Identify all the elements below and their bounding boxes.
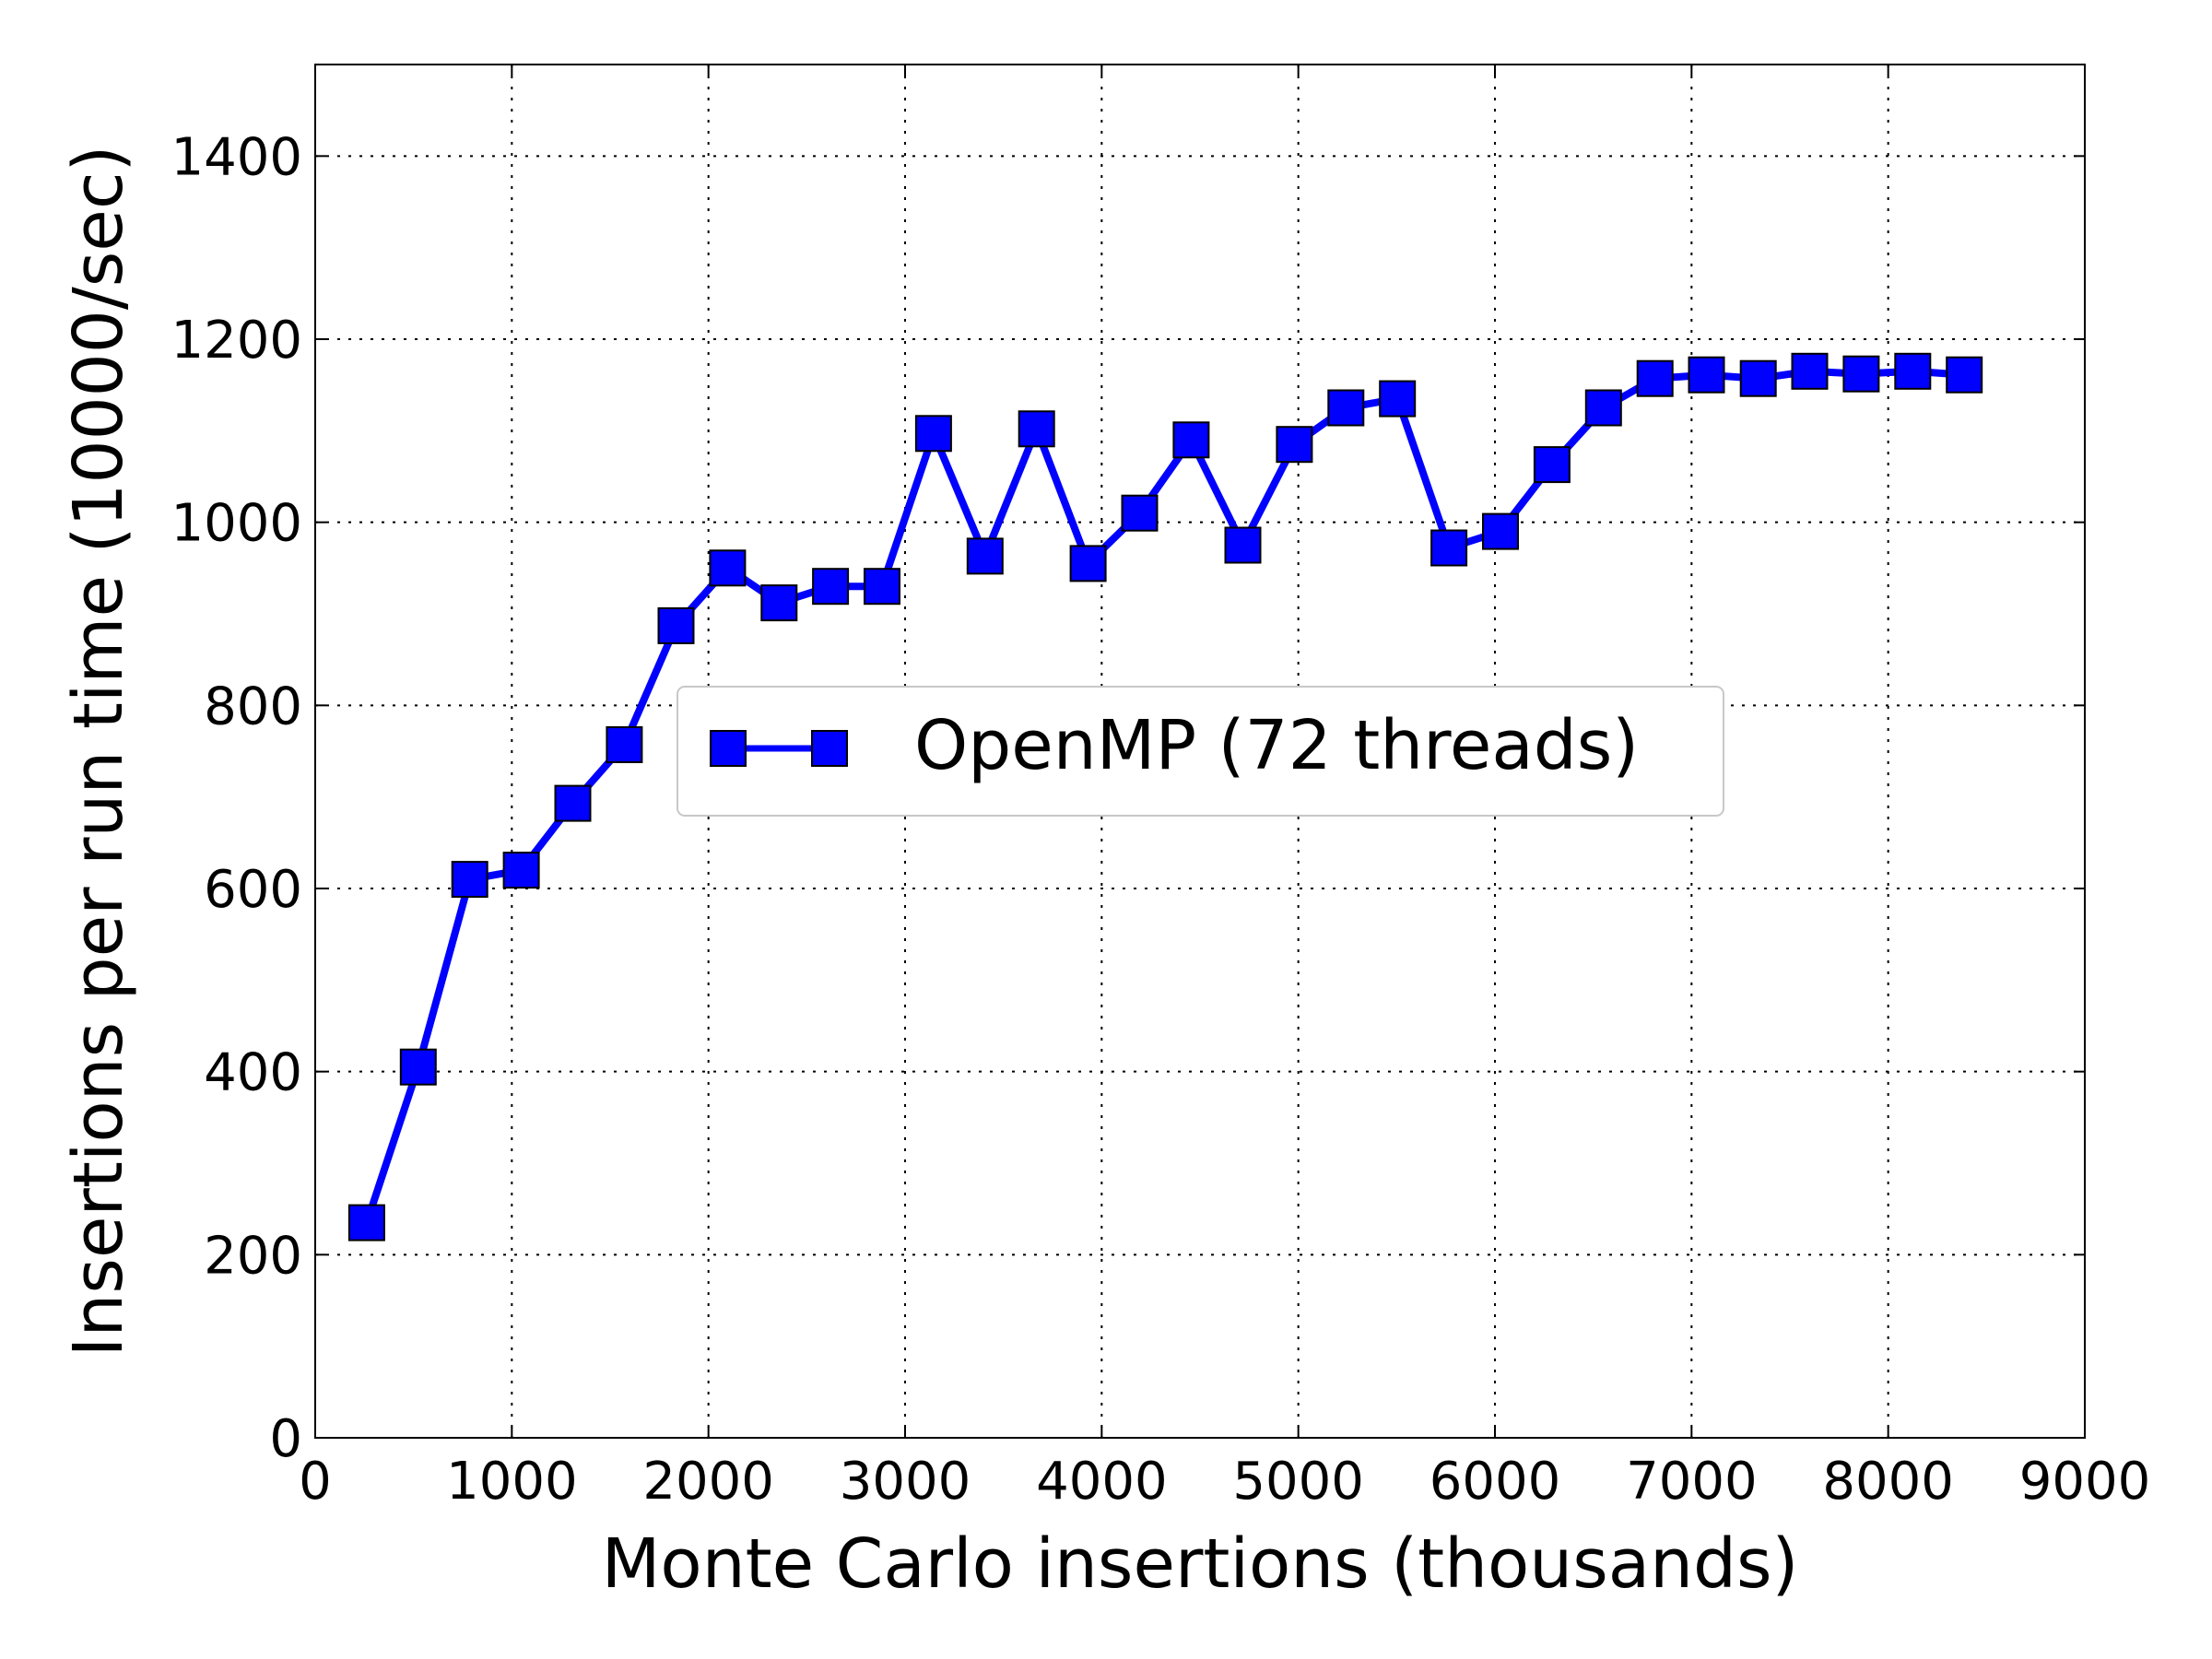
x-tick-label: 2000 (642, 1452, 774, 1512)
data-point-marker (399, 1048, 437, 1086)
data-point-marker (1379, 380, 1417, 418)
legend-label-openmp: OpenMP (72 threads) (914, 706, 1639, 785)
data-point-marker (1018, 410, 1055, 448)
y-tick-label: 800 (204, 677, 302, 736)
data-point-marker (451, 861, 488, 899)
legend-box (677, 686, 1724, 817)
series-openmp (347, 352, 1983, 1241)
y-tick-label: 1000 (171, 494, 302, 554)
legend: OpenMP (72 threads) (677, 686, 1724, 817)
data-point-marker (1069, 545, 1107, 582)
data-point-marker (657, 606, 695, 644)
legend-marker-swatch (811, 730, 848, 767)
legend-marker-swatch (710, 730, 747, 767)
data-point-marker (1533, 446, 1571, 484)
axis-ticks: 0 1000 2000 3000 4000 5000 6000 7000 8000 9000 0 20… (171, 65, 2150, 1512)
y-tick-label: 400 (204, 1043, 302, 1103)
y-tick-label: 1400 (171, 127, 302, 187)
x-tick-label: 0 (299, 1452, 332, 1512)
data-point-marker (347, 1204, 385, 1241)
y-tick-label: 0 (269, 1409, 302, 1469)
x-tick-label: 3000 (840, 1452, 971, 1512)
x-tick-label: 8000 (1822, 1452, 1954, 1512)
data-point-marker (1172, 421, 1210, 459)
data-point-marker (606, 726, 643, 763)
x-tick-label: 9000 (2019, 1452, 2151, 1512)
y-tick-label: 200 (204, 1226, 302, 1286)
data-point-marker (760, 584, 798, 622)
data-point-marker (966, 537, 1004, 575)
data-point-marker (1224, 526, 1262, 564)
y-axis-label: Insertions per run time (10000/sec) (59, 146, 138, 1358)
data-point-marker (1584, 389, 1622, 427)
data-point-marker (502, 852, 540, 889)
data-point-marker (1482, 512, 1519, 550)
data-point-marker (1842, 355, 1880, 393)
data-point-marker (1327, 389, 1365, 427)
data-point-marker (1430, 529, 1468, 567)
y-tick-label: 1200 (171, 311, 302, 371)
data-point-marker (1688, 356, 1725, 394)
x-axis-label: Monte Carlo insertions (thousands) (602, 1524, 1799, 1604)
data-point-marker (914, 415, 952, 453)
data-point-marker (1791, 352, 1829, 390)
data-point-marker (1946, 356, 1983, 394)
plot-area-frame (314, 64, 2086, 1439)
data-point-marker (864, 568, 900, 606)
data-point-marker (1894, 352, 1932, 390)
x-tick-label: 7000 (1626, 1452, 1758, 1512)
y-tick-label: 600 (204, 860, 302, 920)
x-tick-label: 6000 (1430, 1452, 1561, 1512)
data-point-marker (709, 549, 747, 587)
data-point-marker (1636, 359, 1674, 397)
x-tick-label: 5000 (1232, 1452, 1364, 1512)
data-point-marker (1276, 426, 1313, 464)
x-tick-label: 4000 (1036, 1452, 1168, 1512)
data-point-marker (1739, 359, 1777, 397)
x-tick-label: 1000 (446, 1452, 578, 1512)
data-point-marker (812, 568, 850, 606)
data-point-marker (1121, 494, 1159, 532)
data-point-marker (554, 784, 592, 822)
